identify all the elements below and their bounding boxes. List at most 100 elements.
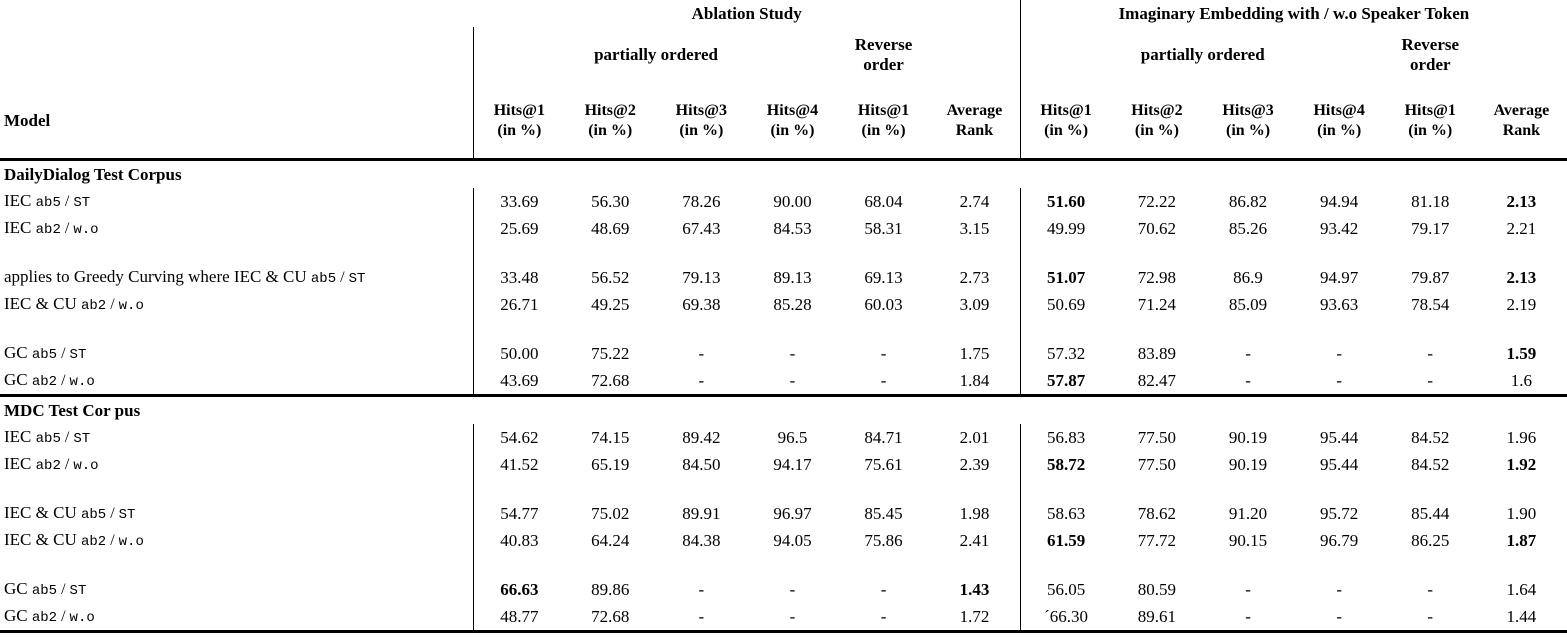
value-cell: 84.50 bbox=[682, 454, 721, 474]
value-cell: 2.19 bbox=[1506, 294, 1537, 314]
value-cell: 96.5 bbox=[777, 427, 808, 447]
row-label-separator: / bbox=[57, 608, 70, 626]
table-row: GC ab5 / ST 50.00 75.22- - -1.75 57.32 83.89- -… bbox=[0, 340, 1567, 367]
value-cell: 84.38 bbox=[682, 530, 721, 550]
value-cell: 54.62 bbox=[473, 424, 565, 451]
col-line2: (in %) bbox=[861, 121, 906, 139]
row-label-code: ST bbox=[348, 271, 366, 288]
value-cell: 89.91 bbox=[682, 503, 721, 523]
table-row: IEC ab2 / w.o 25.69 48.69 67.43 84.53 58.31 3.… bbox=[0, 215, 1567, 242]
row-label-prefix: applies to Greedy Curving where IEC & CU bbox=[4, 267, 307, 287]
spacer-row bbox=[0, 554, 1567, 576]
value-cell bbox=[747, 318, 838, 340]
value-cell: 2.01 bbox=[959, 427, 990, 447]
value-cell: 93.63 bbox=[1320, 294, 1359, 314]
value-cell: 57.87 bbox=[1019, 367, 1112, 396]
row-label bbox=[0, 318, 474, 340]
value-cell: 78.54 bbox=[1411, 294, 1450, 314]
value-cell: 78.26 bbox=[682, 191, 721, 211]
value-cell: 96.97 bbox=[773, 503, 812, 523]
value-cell: 56.52 bbox=[591, 267, 630, 287]
value-cell bbox=[1202, 478, 1293, 500]
value-cell bbox=[838, 554, 929, 576]
row-label-code: ST bbox=[118, 507, 136, 524]
value-cell: 1.43 bbox=[959, 579, 990, 599]
value-cell: 58.31 bbox=[864, 218, 903, 238]
value-cell: 95.44 bbox=[1320, 427, 1359, 447]
column-header-avgrank-right: Average Rank bbox=[1475, 83, 1567, 161]
value-cell: - bbox=[1245, 606, 1251, 626]
value-cell: - bbox=[1427, 606, 1434, 626]
column-header-avgrank-left: Average Rank bbox=[929, 83, 1021, 161]
row-label: GC ab5 / ST bbox=[0, 576, 474, 603]
column-header-hits3-left: Hits@3 (in %) bbox=[655, 83, 747, 161]
row-label-prefix: IEC bbox=[4, 191, 32, 211]
row-label: IEC ab5 / ST bbox=[0, 188, 474, 215]
row-label-code: ab2 bbox=[35, 458, 61, 475]
col-line1: Average bbox=[946, 101, 1003, 119]
corner-cell bbox=[0, 0, 474, 27]
value-cell bbox=[1294, 242, 1385, 264]
value-cell: 93.42 bbox=[1320, 218, 1359, 238]
row-label-prefix: IEC & CU bbox=[4, 294, 77, 314]
row-label bbox=[0, 242, 474, 264]
value-cell bbox=[929, 478, 1020, 500]
value-cell bbox=[747, 554, 838, 576]
col-line2: (in %) bbox=[588, 121, 633, 139]
row-label-code: w.o bbox=[69, 610, 95, 627]
value-cell: 94.05 bbox=[773, 530, 812, 550]
row-label: IEC & CU ab5 / ST bbox=[0, 500, 474, 527]
value-cell: 79.87 bbox=[1411, 267, 1450, 287]
value-cell: 51.07 bbox=[1019, 264, 1112, 291]
value-cell bbox=[1202, 554, 1293, 576]
table-body: DailyDialog Test Corpus IEC ab5 / ST 33.69… bbox=[0, 160, 1567, 632]
value-cell: 50.00 bbox=[473, 340, 565, 367]
row-label-separator: / bbox=[106, 505, 119, 523]
value-cell: 86.82 bbox=[1228, 191, 1268, 211]
row-label-prefix: IEC bbox=[4, 218, 32, 238]
value-cell: ´66.30 bbox=[1019, 603, 1112, 632]
value-cell: 75.02 bbox=[591, 503, 630, 523]
value-cell: 68.04 bbox=[864, 191, 903, 211]
value-cell: 72.68 bbox=[591, 606, 630, 626]
value-cell: - bbox=[698, 579, 705, 599]
value-cell bbox=[1294, 318, 1385, 340]
value-cell: 2.39 bbox=[959, 454, 990, 474]
col-line2: (in %) bbox=[679, 121, 724, 139]
value-cell: 33.69 bbox=[473, 188, 565, 215]
value-cell: - bbox=[880, 579, 887, 599]
value-cell bbox=[1111, 554, 1202, 576]
value-cell: 1.44 bbox=[1506, 606, 1537, 626]
row-label-prefix: GC bbox=[4, 606, 28, 626]
value-cell: - bbox=[698, 370, 705, 390]
value-cell: 54.77 bbox=[473, 500, 565, 527]
value-cell: 84.52 bbox=[1411, 454, 1450, 474]
value-cell: 1.90 bbox=[1506, 503, 1537, 523]
value-cell: - bbox=[789, 370, 796, 390]
row-label: applies to Greedy Curving where IEC & CU… bbox=[0, 264, 474, 291]
value-cell: - bbox=[1336, 343, 1342, 363]
row-label-code: ab5 bbox=[35, 195, 61, 212]
column-header-hits1rev-left: Hits@1 (in %) bbox=[838, 83, 930, 161]
value-cell bbox=[656, 478, 747, 500]
value-cell: 85.28 bbox=[773, 294, 812, 314]
value-cell: 83.89 bbox=[1137, 343, 1177, 363]
row-label-code: ab2 bbox=[31, 374, 58, 391]
table-row: applies to Greedy Curving where IEC & CU… bbox=[0, 264, 1567, 291]
column-header-hits4-left: Hits@4 (in %) bbox=[746, 83, 838, 161]
value-cell: 75.22 bbox=[591, 343, 630, 363]
value-cell bbox=[1202, 318, 1293, 340]
spacer-row bbox=[0, 242, 1567, 264]
row-label: IEC ab2 / w.o bbox=[0, 451, 474, 478]
value-cell: 75.86 bbox=[864, 530, 903, 550]
col-line1: Hits@1 bbox=[1404, 101, 1456, 119]
col-line1: Hits@2 bbox=[584, 101, 636, 119]
col-line1: Average bbox=[1493, 101, 1550, 119]
value-cell: 51.60 bbox=[1019, 188, 1112, 215]
col-line1: Hits@3 bbox=[675, 101, 727, 119]
value-cell bbox=[1476, 318, 1567, 340]
value-cell: 71.24 bbox=[1137, 294, 1177, 314]
row-label-code: w.o bbox=[73, 458, 99, 475]
